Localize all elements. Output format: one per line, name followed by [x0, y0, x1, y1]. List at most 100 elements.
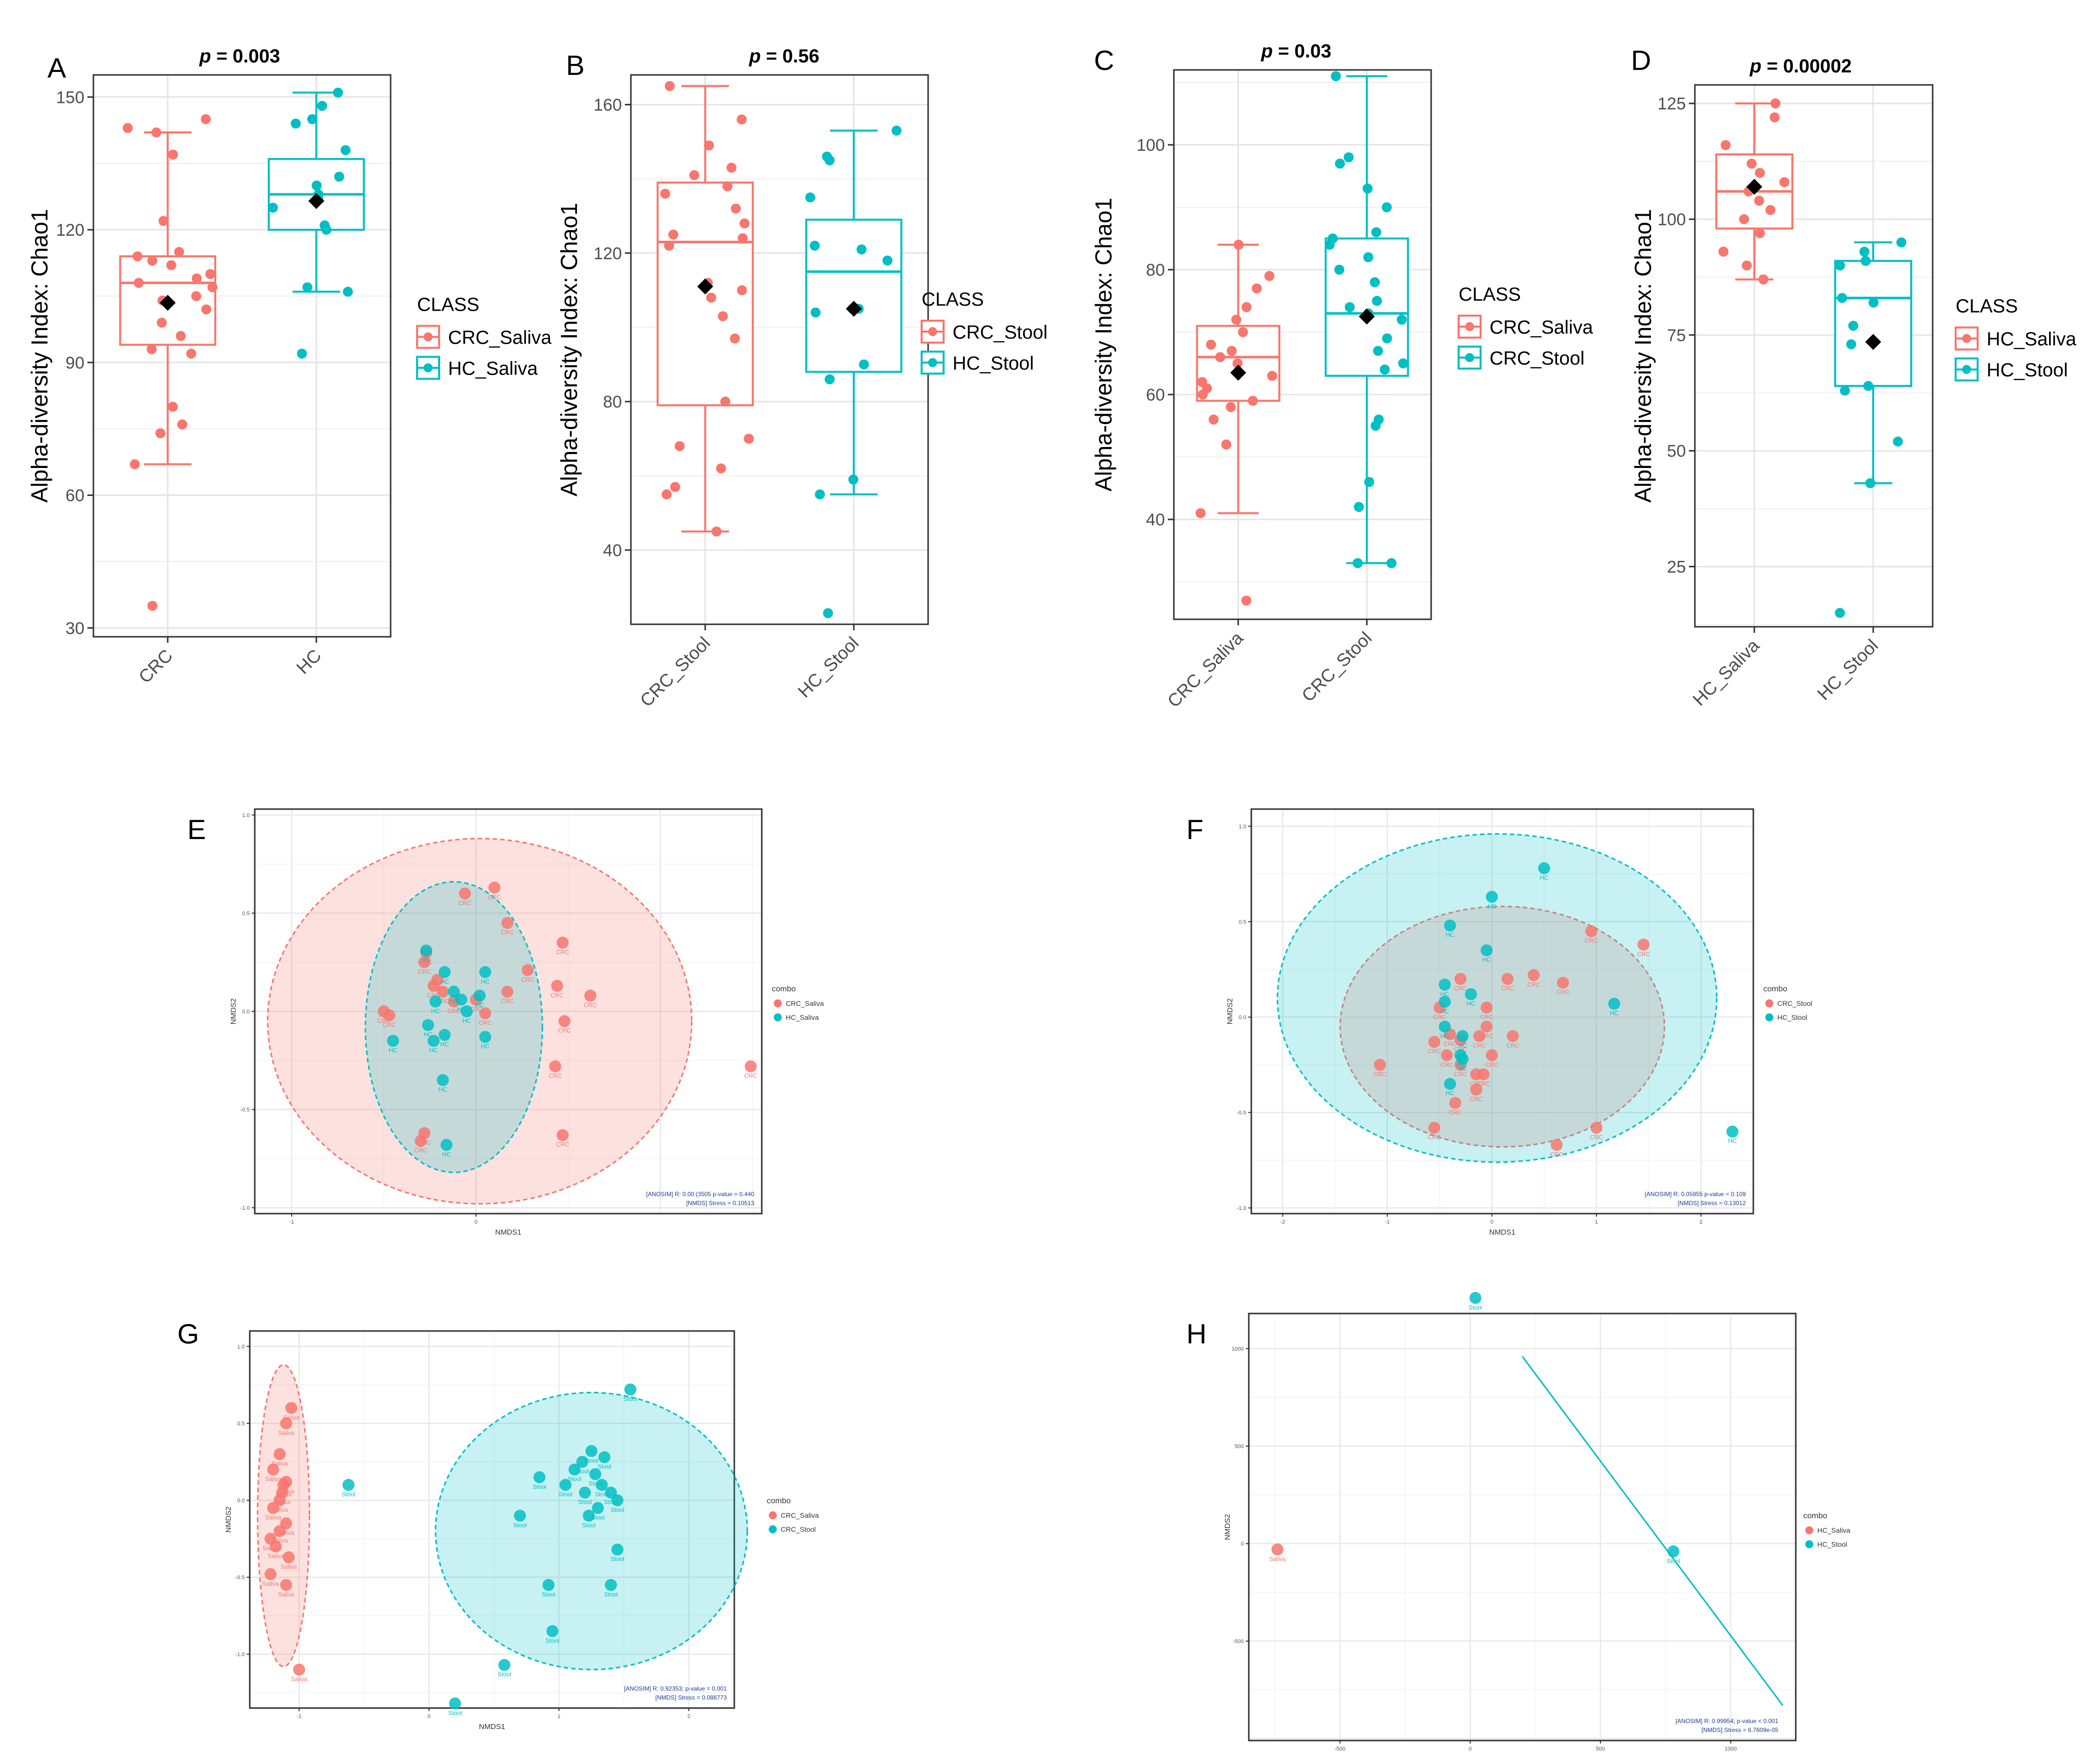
data-point	[1334, 265, 1345, 275]
legend-label: HC_Saliva	[1987, 329, 2077, 350]
y-tick-label: 40	[1146, 510, 1165, 529]
x-tick-label: HC_Saliva	[1688, 635, 1763, 710]
data-point	[1863, 381, 1874, 391]
y-tick-label: 1.0	[1239, 824, 1246, 830]
panel-letter: D	[1631, 44, 1651, 76]
data-point	[736, 114, 747, 125]
panel-G: G -1.0 -0.5 0.0 0.5 1.0 -1 0 1 2 NMDS1 NMDS2 Saliva S…	[177, 1318, 819, 1731]
data-point	[321, 225, 332, 235]
legend-title: combo	[1803, 1512, 1827, 1520]
point-label: Stool	[604, 1591, 617, 1598]
confidence-ellipse	[364, 881, 543, 1173]
data-point	[1718, 246, 1729, 257]
data-point	[1439, 978, 1451, 991]
x-tick-label: 1	[557, 1714, 560, 1720]
y-tick-label: 100	[1136, 136, 1165, 155]
legend-label: HC_Saliva	[1817, 1526, 1850, 1534]
title-value: = 0.03	[1278, 41, 1332, 62]
stats-annotation: [ANOSIM] R: 0.00 (3505 p-value = 0.440	[646, 1191, 755, 1198]
data-point	[1197, 390, 1208, 400]
point-label: Saliva	[278, 1591, 294, 1598]
point-label: Stool	[513, 1522, 526, 1529]
data-point	[285, 1402, 298, 1414]
point-label: CRC	[414, 1147, 427, 1154]
data-point	[1507, 1030, 1519, 1042]
data-point	[589, 1468, 601, 1480]
x-tick-label: 0	[475, 1219, 478, 1225]
panel-border	[249, 1330, 735, 1709]
data-point	[1225, 402, 1236, 412]
x-axis-label: NMDS1	[479, 1723, 506, 1731]
data-point	[1754, 195, 1764, 206]
point-label: CRC	[1428, 1048, 1441, 1055]
legend-title: CLASS	[922, 289, 984, 310]
legend-key-point	[928, 327, 937, 336]
data-point	[1637, 938, 1650, 951]
data-point	[585, 1445, 597, 1457]
data-point	[488, 882, 501, 894]
legend-title: combo	[772, 985, 796, 993]
data-point	[1382, 333, 1392, 344]
data-point	[422, 1019, 434, 1031]
legend-title: CLASS	[1459, 284, 1521, 305]
data-point	[428, 1034, 440, 1047]
point-label: HC	[1610, 1010, 1619, 1017]
data-point	[147, 256, 157, 266]
data-point	[448, 985, 460, 998]
data-point	[1439, 995, 1451, 1008]
data-point	[1364, 477, 1375, 487]
data-point	[334, 171, 344, 182]
data-point	[429, 995, 442, 1008]
point-label: Saliva	[281, 1563, 297, 1570]
legend-label: CRC_Stool	[953, 322, 1047, 343]
data-point	[498, 1659, 511, 1671]
data-point	[549, 1060, 561, 1073]
legend-key-point	[1962, 365, 1971, 374]
x-tick-label: 0	[1469, 1746, 1472, 1752]
data-point	[479, 1031, 492, 1043]
data-point	[1477, 1068, 1490, 1081]
data-point	[186, 349, 196, 359]
data-point	[1868, 297, 1879, 308]
data-point	[1226, 346, 1237, 356]
x-tick-label: HC_Stool	[794, 633, 863, 702]
data-point	[744, 1060, 757, 1073]
data-point	[1840, 386, 1850, 396]
data-point	[1551, 1139, 1563, 1151]
data-point	[1444, 919, 1456, 932]
data-point	[1528, 969, 1540, 981]
data-point	[191, 273, 202, 284]
data-point	[1720, 140, 1731, 150]
data-point	[420, 944, 433, 957]
y-tick-label: 0.5	[1239, 919, 1246, 925]
data-point	[1238, 327, 1248, 337]
data-point	[280, 1476, 292, 1488]
data-point	[1667, 1545, 1679, 1558]
x-tick-label: CRC_Saliva	[1163, 627, 1247, 711]
data-point	[726, 162, 737, 173]
data-point	[882, 255, 893, 266]
point-label: HC	[1446, 1090, 1455, 1097]
data-point	[664, 240, 674, 251]
x-tick-label: CRC_Stool	[1298, 628, 1376, 706]
data-point	[661, 489, 672, 499]
stats-annotation: [NMDS] Stress = 0.13012	[1678, 1200, 1746, 1207]
y-tick-label: 120	[593, 244, 622, 263]
y-tick-label: 1000	[1232, 1346, 1244, 1352]
data-point	[291, 118, 301, 129]
point-label: CRC	[1557, 989, 1570, 996]
data-point	[1343, 152, 1354, 162]
data-point	[302, 282, 313, 293]
legend-label: HC_Stool	[1987, 360, 2068, 381]
data-point	[207, 282, 218, 293]
data-point	[584, 989, 596, 1002]
y-tick-label: 80	[603, 393, 622, 412]
data-point	[1221, 440, 1231, 449]
x-tick-label: -2	[1280, 1219, 1285, 1225]
point-label: CRC	[1501, 985, 1514, 992]
point-label: HC	[1728, 1138, 1737, 1145]
point-label: HC	[1488, 903, 1497, 910]
point-label: CRC	[1428, 1134, 1441, 1141]
data-point	[1837, 293, 1847, 303]
